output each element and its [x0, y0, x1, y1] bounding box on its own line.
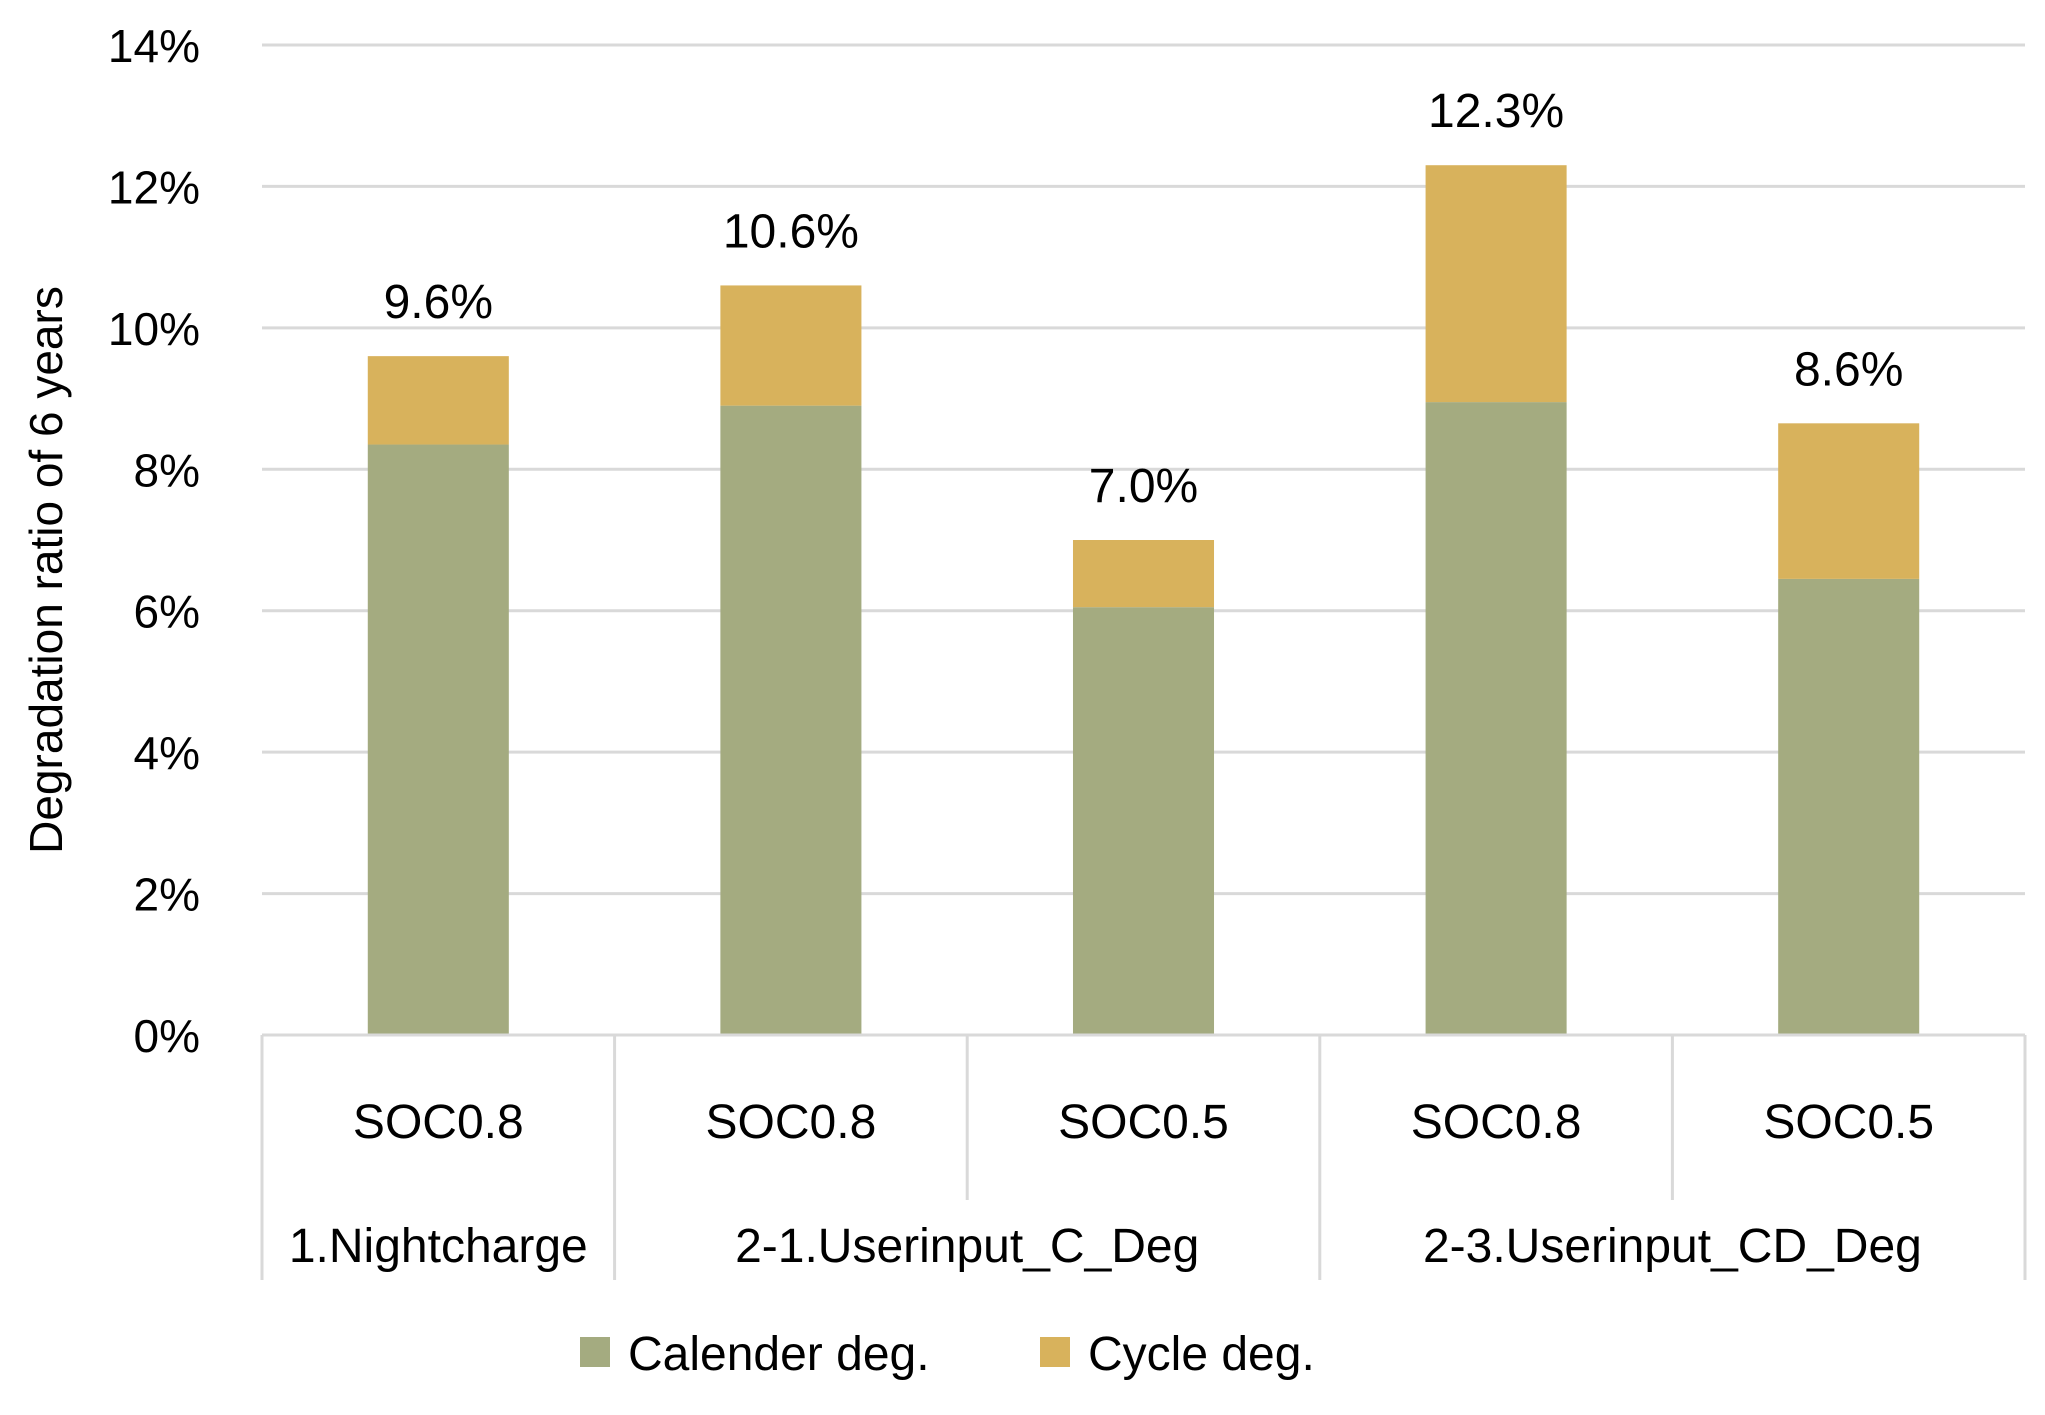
legend-label: Cycle deg. — [1088, 1328, 1315, 1381]
bar-segment-cycle — [720, 285, 861, 405]
legend-swatch — [1040, 1337, 1070, 1367]
value-labels: 9.6% 10.6% 7.0% 12.3% 8.6% — [384, 85, 1904, 513]
y-tick-label: 6% — [134, 586, 200, 638]
x-group-label: 1.Nightcharge — [289, 1220, 588, 1273]
y-tick-label: 4% — [134, 727, 200, 779]
bar-segment-calender — [368, 445, 509, 1035]
y-tick-label: 8% — [134, 444, 200, 496]
y-tick-label: 12% — [108, 161, 200, 213]
bar-segment-cycle — [1073, 540, 1214, 607]
bar-segment-cycle — [1778, 423, 1919, 579]
x-category-label: SOC0.8 — [706, 1096, 877, 1149]
y-tick-label: 10% — [108, 303, 200, 355]
y-tick-label: 2% — [134, 869, 200, 921]
x-category-label: SOC0.8 — [1411, 1096, 1582, 1149]
bar-segment-calender — [1073, 607, 1214, 1035]
bar-total-label: 8.6% — [1794, 343, 1903, 396]
x-group-label: 2-3.Userinput_CD_Deg — [1423, 1220, 1922, 1273]
x-category-label: SOC0.8 — [353, 1096, 524, 1149]
bars — [368, 165, 1919, 1035]
bar-total-label: 12.3% — [1428, 85, 1564, 138]
y-axis-title: Degradation ratio of 6 years — [20, 286, 72, 854]
bar-total-label: 10.6% — [723, 205, 859, 258]
bar-segment-calender — [1426, 402, 1567, 1035]
bar-segment-calender — [1778, 579, 1919, 1035]
x-category-label: SOC0.5 — [1763, 1096, 1934, 1149]
legend-label: Calender deg. — [628, 1328, 930, 1381]
x-group-labels: 1.Nightcharge 2-1.Userinput_C_Deg 2-3.User… — [289, 1220, 1922, 1273]
x-category-labels: SOC0.8 SOC0.8 SOC0.5 SOC0.8 SOC0.5 — [353, 1096, 1934, 1149]
stacked-bar-chart: 9.6% 10.6% 7.0% 12.3% 8.6% 0% 2% 4% 6% 8% 10% 12% 1… — [0, 0, 2045, 1415]
y-tick-label: 14% — [108, 20, 200, 72]
x-category-label: SOC0.5 — [1058, 1096, 1229, 1149]
y-tick-labels: 0% 2% 4% 6% 8% 10% 12% 14% — [108, 20, 200, 1062]
bar-segment-cycle — [1426, 165, 1567, 402]
x-group-label: 2-1.Userinput_C_Deg — [735, 1220, 1199, 1273]
bar-segment-calender — [720, 406, 861, 1035]
legend-swatch — [580, 1337, 610, 1367]
bar-total-label: 7.0% — [1089, 460, 1198, 513]
legend: Calender deg. Cycle deg. — [580, 1328, 1315, 1381]
y-tick-label: 0% — [134, 1010, 200, 1062]
bar-total-label: 9.6% — [384, 276, 493, 329]
bar-segment-cycle — [368, 356, 509, 444]
